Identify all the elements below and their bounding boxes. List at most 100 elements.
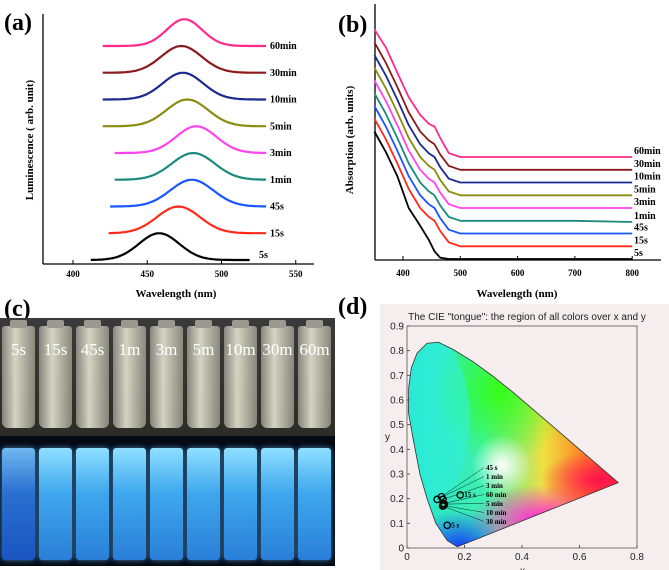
series-line-5min [102, 98, 267, 128]
series-label: 15s [270, 228, 284, 239]
cie-label-leader [441, 467, 485, 497]
series-line-45s [373, 105, 633, 235]
x-tick-label: 550 [289, 269, 303, 279]
series-label: 60min [270, 41, 297, 52]
cie-label-leader [442, 505, 485, 522]
x-tick-label: 0.6 [573, 552, 587, 563]
cie-label-leader [442, 485, 485, 500]
glowing-vial [2, 448, 35, 560]
glowing-vial [224, 448, 257, 560]
x-tick-label: 500 [215, 269, 229, 279]
cie-title: The CIE "tongue": the region of all colo… [408, 312, 646, 323]
series-label: 45s [270, 202, 284, 213]
vial [261, 320, 294, 428]
vial [150, 320, 183, 428]
cie-point-label: 1 min [486, 473, 503, 481]
vial [298, 320, 331, 428]
series-line-1min [373, 92, 633, 223]
x-tick-label: 0.8 [630, 552, 644, 563]
series-line-10min [373, 54, 633, 184]
panel-label-d: (d) [338, 294, 367, 320]
series-label: 1min [270, 175, 292, 186]
x-tick-label: 400 [66, 269, 80, 279]
vial [39, 320, 72, 428]
y-tick-label: 0.5 [390, 420, 404, 431]
series-line-5min [373, 67, 633, 197]
x-tick-label: 400 [396, 268, 410, 278]
vial-cap [195, 320, 212, 328]
series-label: 5s [259, 250, 268, 261]
cie-point [456, 491, 465, 499]
cie-label-leader [443, 505, 485, 513]
panel-label-a: (a) [4, 10, 32, 36]
glowing-vial [39, 448, 72, 560]
series-label: 30min [270, 68, 297, 79]
series-line-3min [114, 125, 267, 155]
cie-point-label: 5 s [451, 521, 459, 529]
series-label: 5s [634, 248, 643, 259]
vial-label: 3m [155, 340, 178, 359]
series-label: 15s [634, 235, 648, 246]
x-tick-label: 0.4 [515, 552, 529, 563]
cie-point-label: 45 s [486, 464, 498, 472]
x-axis-label: Wavelength (nm) [477, 288, 558, 300]
x-tick-label: 800 [625, 268, 639, 278]
vial [224, 320, 257, 428]
vial-label: 5m [192, 340, 215, 359]
vial-cap [10, 320, 27, 328]
y-tick-label: 0.3 [390, 469, 404, 480]
vial-cap [306, 320, 323, 328]
series-line-30min [102, 44, 267, 74]
glowing-vial [187, 448, 220, 560]
cie-point [438, 502, 447, 510]
vial [76, 320, 109, 428]
series-line-45s [110, 178, 267, 208]
glowing-vial [76, 448, 109, 560]
series-line-10min [102, 71, 267, 101]
y-tick-label: 0.7 [390, 371, 404, 382]
vial-label: 5s [10, 340, 27, 359]
series-label: 10min [634, 172, 661, 183]
y-axis-label: Luminescence ( arb. unit) [24, 79, 36, 200]
vial-cap [84, 320, 101, 328]
cie-point-label: 3 min [486, 482, 503, 490]
series-line-1min [114, 151, 267, 181]
y-tick-label: 0.2 [390, 494, 404, 505]
cie-point-label: 15 s [464, 491, 476, 499]
series-label: 60min [634, 146, 661, 157]
cie-point-label: 60 min [486, 491, 507, 499]
series-label: 3min [634, 197, 656, 208]
glowing-vial [150, 448, 183, 560]
series-label: 30min [634, 159, 661, 170]
cie-point-label: 5 min [486, 500, 503, 508]
vial [187, 320, 220, 428]
vials-uv-glow [0, 436, 335, 566]
vial-label: 10m [225, 340, 256, 359]
vial [2, 320, 35, 428]
series-line-3min [373, 80, 633, 209]
vial-label: 45s [80, 340, 105, 359]
y-axis-label: Absorption (arb. units) [344, 85, 356, 194]
panel-d: The CIE "tongue": the region of all colo… [380, 304, 669, 570]
cie-point-label: 30 min [486, 518, 507, 526]
series-label: 3min [270, 148, 292, 159]
y-tick-label: 0.6 [390, 395, 404, 406]
vials-daylight: 5s 15s 45s 1m 3m 5m 10m 30m 60m [0, 318, 335, 436]
vial-label: 1m [118, 340, 141, 359]
vial-photo: 5s 15s 45s 1m 3m 5m 10m 30m 60m [0, 318, 335, 566]
vial-cap [232, 320, 249, 328]
vial-cap [158, 320, 175, 328]
x-tick-label: 700 [568, 268, 582, 278]
series-line-60min [102, 18, 267, 48]
y-tick-label: 0.9 [390, 321, 404, 332]
series-line-30min [373, 41, 633, 171]
cie-label-leader [443, 494, 485, 504]
vial-label: 60m [299, 340, 330, 359]
vial-cap [121, 320, 138, 328]
series-line-5s [373, 131, 633, 260]
series-label: 5min [634, 184, 656, 195]
vial-cap [269, 320, 286, 328]
y-tick-label: 0.1 [390, 519, 404, 530]
